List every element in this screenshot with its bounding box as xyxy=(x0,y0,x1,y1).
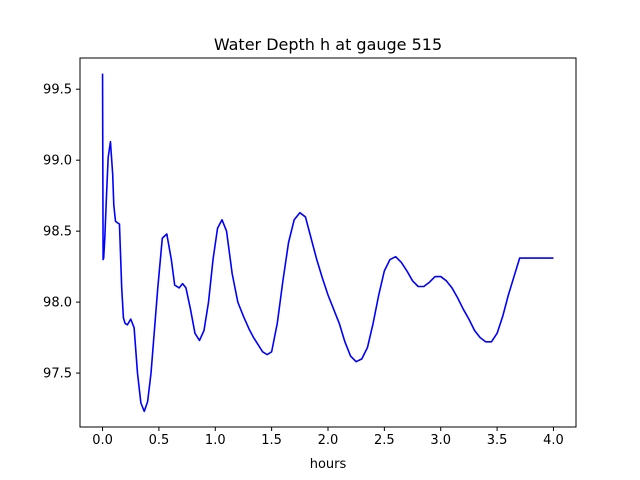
y-tick-label: 99.0 xyxy=(43,154,72,169)
x-tick-label: 1.0 xyxy=(205,433,226,448)
x-axis: 0.0 0.5 1.0 1.5 2.0 2.5 3.0 3.5 4.0 xyxy=(92,427,564,448)
y-tick-label: 97.5 xyxy=(43,367,72,382)
x-tick-label: 2.5 xyxy=(374,433,395,448)
x-tick-label: 1.5 xyxy=(261,433,282,448)
x-tick-label: 3.0 xyxy=(430,433,451,448)
y-axis: 97.5 98.0 98.5 99.0 99.5 xyxy=(43,83,80,382)
y-tick-label: 98.5 xyxy=(43,225,72,240)
x-tick-label: 0.0 xyxy=(92,433,113,448)
y-tick-label: 99.5 xyxy=(43,83,72,98)
y-tick-label: 98.0 xyxy=(43,296,72,311)
chart-title: Water Depth h at gauge 515 xyxy=(214,35,442,54)
x-tick-label: 4.0 xyxy=(543,433,564,448)
x-tick-label: 2.0 xyxy=(318,433,339,448)
x-axis-label: hours xyxy=(310,457,347,472)
x-tick-label: 3.5 xyxy=(487,433,508,448)
series-line-0 xyxy=(101,73,554,413)
x-tick-label: 0.5 xyxy=(149,433,170,448)
